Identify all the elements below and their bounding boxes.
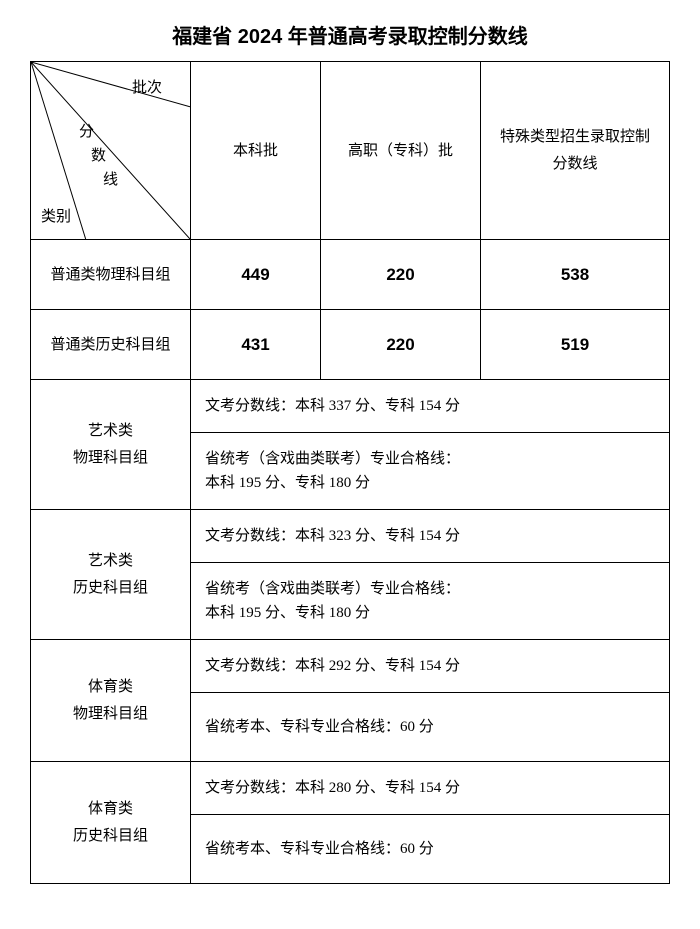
score-history-gaozhi: 220	[321, 310, 481, 380]
page-title: 福建省 2024 年普通高考录取控制分数线	[30, 20, 670, 49]
table-row: 体育类 物理科目组 文考分数线：本科 292 分、专科 154 分	[31, 640, 670, 693]
row-label-sport-history: 体育类 历史科目组	[31, 762, 191, 884]
table-row: 普通类历史科目组 431 220 519	[31, 310, 670, 380]
label-line: 物理科目组	[73, 706, 148, 722]
score-history-special: 519	[481, 310, 670, 380]
label-line: 艺术类	[88, 553, 133, 569]
text-span: 本科 195 分、专科 180 分	[205, 605, 370, 621]
sport-history-line2: 省统考本、专科专业合格线：60 分	[191, 815, 670, 884]
table-row: 艺术类 历史科目组 文考分数线：本科 323 分、专科 154 分	[31, 510, 670, 563]
art-history-line1: 文考分数线：本科 323 分、专科 154 分	[191, 510, 670, 563]
sport-physics-line1: 文考分数线：本科 292 分、专科 154 分	[191, 640, 670, 693]
text-span: 省统考（含戏曲类联考）专业合格线：	[205, 451, 460, 467]
header-gaozhi: 高职（专科）批	[321, 62, 481, 240]
row-label-history-general: 普通类历史科目组	[31, 310, 191, 380]
label-line: 艺术类	[88, 423, 133, 439]
header-special: 特殊类型招生录取控制分数线	[481, 62, 670, 240]
corner-batch-label: 批次	[132, 76, 162, 100]
corner-category-label: 类别	[41, 205, 71, 229]
corner-cell: 批次 分 数 线 类别	[31, 62, 191, 240]
table-row: 体育类 历史科目组 文考分数线：本科 280 分、专科 154 分	[31, 762, 670, 815]
header-row: 批次 分 数 线 类别 本科批 高职（专科）批 特殊类型招生录取控制分数线	[31, 62, 670, 240]
score-table: 批次 分 数 线 类别 本科批 高职（专科）批 特殊类型招生录取控制分数线 普通…	[30, 61, 670, 884]
table-row: 艺术类 物理科目组 文考分数线：本科 337 分、专科 154 分	[31, 380, 670, 433]
score-physics-special: 538	[481, 240, 670, 310]
art-history-line2: 省统考（含戏曲类联考）专业合格线： 本科 195 分、专科 180 分	[191, 563, 670, 640]
row-label-art-history: 艺术类 历史科目组	[31, 510, 191, 640]
sport-history-line1: 文考分数线：本科 280 分、专科 154 分	[191, 762, 670, 815]
table-row: 普通类物理科目组 449 220 538	[31, 240, 670, 310]
row-label-sport-physics: 体育类 物理科目组	[31, 640, 191, 762]
text-span: 省统考（含戏曲类联考）专业合格线：	[205, 581, 460, 597]
label-line: 体育类	[88, 679, 133, 695]
label-line: 物理科目组	[73, 450, 148, 466]
art-physics-line1: 文考分数线：本科 337 分、专科 154 分	[191, 380, 670, 433]
header-benke: 本科批	[191, 62, 321, 240]
row-label-physics-general: 普通类物理科目组	[31, 240, 191, 310]
sport-physics-line2: 省统考本、专科专业合格线：60 分	[191, 693, 670, 762]
row-label-art-physics: 艺术类 物理科目组	[31, 380, 191, 510]
label-line: 历史科目组	[73, 580, 148, 596]
label-line: 体育类	[88, 801, 133, 817]
corner-score-label-1: 分	[79, 120, 94, 144]
corner-score-label-3: 线	[103, 168, 118, 192]
corner-score-label-2: 数	[91, 144, 106, 168]
label-line: 历史科目组	[73, 828, 148, 844]
text-span: 本科 195 分、专科 180 分	[205, 475, 370, 491]
score-history-benke: 431	[191, 310, 321, 380]
score-physics-gaozhi: 220	[321, 240, 481, 310]
art-physics-line2: 省统考（含戏曲类联考）专业合格线： 本科 195 分、专科 180 分	[191, 433, 670, 510]
score-physics-benke: 449	[191, 240, 321, 310]
